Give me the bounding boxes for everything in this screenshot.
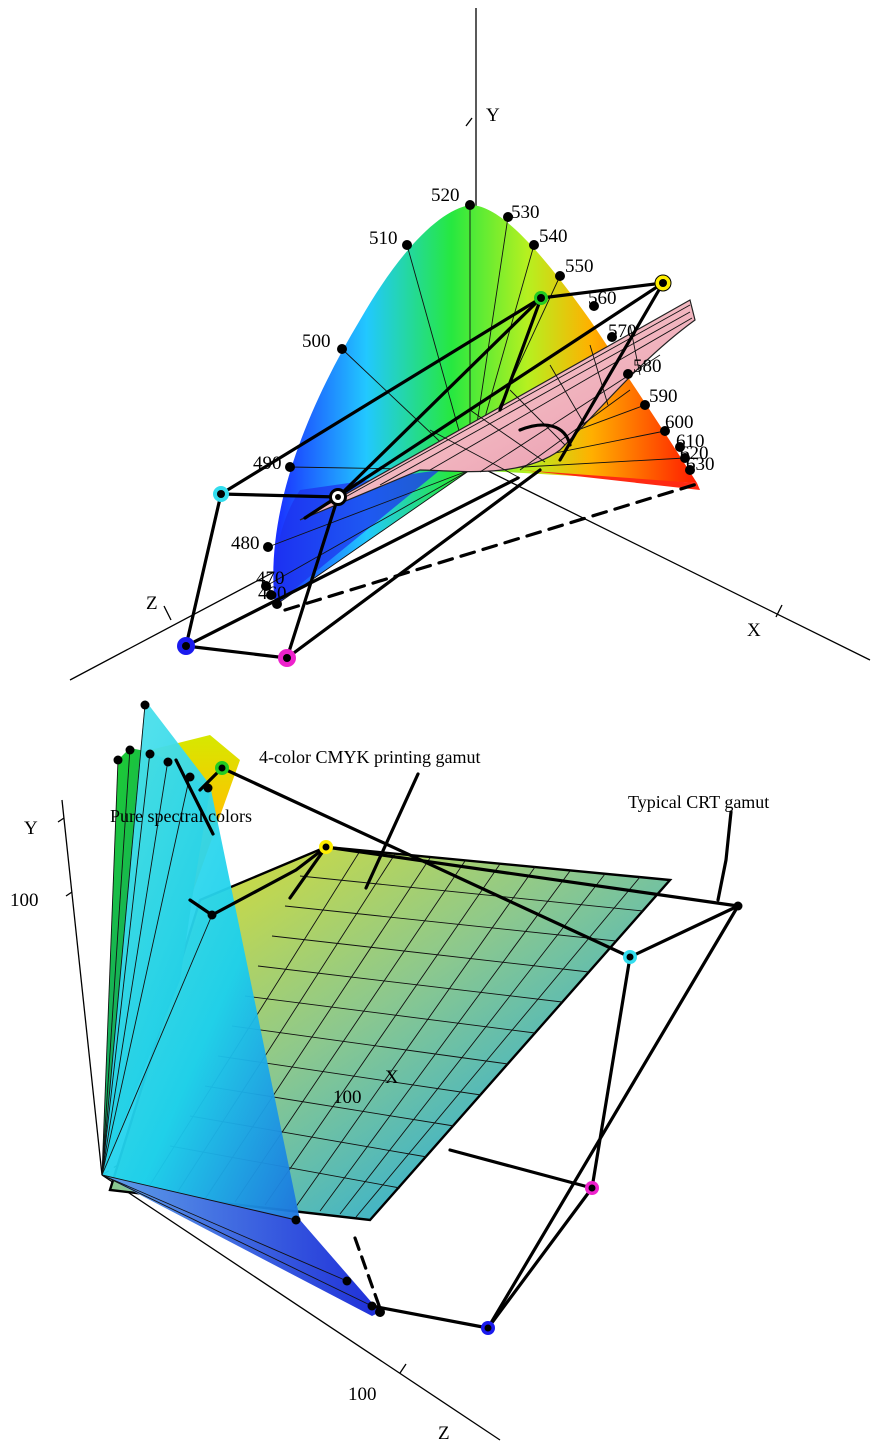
spectral-cyan-face: [102, 700, 350, 1280]
blue-primary-center: [182, 642, 190, 650]
wl-label-520: 520: [431, 185, 460, 206]
wl-label-490: 490: [253, 453, 282, 474]
b-y-axis-tick-a: [57, 817, 65, 823]
green-primary-center: [537, 294, 545, 302]
wl-label-610: 610: [676, 431, 705, 452]
top-x-axis-label: X: [747, 620, 761, 641]
cmyk-surface-mesh-top: [339, 304, 693, 501]
wl-label-600: 600: [665, 412, 694, 433]
spectral-leader-line: [174, 758, 215, 836]
wl-label-620: 620: [680, 443, 709, 464]
wl-label-560: 560: [588, 288, 617, 309]
top-y-axis-label: Y: [486, 105, 500, 126]
b-blue-primary-center: [484, 1324, 492, 1332]
x-axis-line: [475, 464, 871, 661]
top-view: Y Z X 460 470 480 490 500 510 520 530 54…: [69, 8, 871, 681]
magenta-primary-center: [283, 654, 291, 662]
crt-gamut-box-bottom: [188, 766, 740, 1330]
b-magenta-primary-center: [588, 1184, 596, 1192]
b-green-primary-center: [218, 764, 226, 772]
spectral-dots: [261, 200, 695, 609]
b-cyan-primary-center: [626, 953, 634, 961]
b-z-axis-line: [101, 1174, 501, 1441]
wl-label-460: 460: [258, 583, 287, 604]
wl-label-580: 580: [633, 356, 662, 377]
b-dashed-line: [353, 1236, 384, 1316]
b-spectral-dots: [113, 700, 743, 1317]
white-point-center: [335, 494, 341, 500]
top-z-axis-label: Z: [146, 593, 158, 614]
b-spectral-rulings: [101, 704, 373, 1307]
wl-label-570: 570: [608, 321, 637, 342]
b-x-axis-label: X: [385, 1067, 399, 1088]
wl-label-500: 500: [302, 331, 331, 352]
wl-label-630: 630: [686, 454, 715, 475]
wl-label-590: 590: [649, 386, 678, 407]
cmyk-leader-line: [364, 772, 420, 890]
wl-label-510: 510: [369, 228, 398, 249]
wl-label-530: 530: [511, 202, 540, 223]
b-y-axis-tick-b: [65, 891, 73, 897]
spectral-blue-face: [102, 1175, 380, 1316]
b-y-axis-line: [61, 799, 103, 1176]
wl-label-480: 480: [231, 533, 260, 554]
yellow-primary-center: [659, 279, 667, 287]
b-x-tick-label: 100: [333, 1087, 362, 1108]
x-axis-tick: [775, 604, 783, 618]
cmyk-surface-top: [299, 299, 696, 521]
b-z-axis-label: Z: [438, 1423, 450, 1442]
y-axis-tick: [465, 117, 473, 127]
wl-label-550: 550: [565, 256, 594, 277]
wl-label-540: 540: [539, 226, 568, 247]
cyan-primary-center: [217, 490, 225, 498]
b-yellow-primary-center: [322, 843, 330, 851]
z-axis-tick: [163, 605, 172, 621]
b-z-tick-label: 100: [348, 1384, 377, 1405]
cmyk-annotation: 4-color CMYK printing gamut: [259, 747, 480, 767]
b-y-tick-label: 100: [10, 890, 39, 911]
crt-leader-line: [716, 810, 733, 902]
wl-label-470: 470: [256, 568, 285, 589]
cmyk-inner-curve: [518, 423, 572, 447]
crt-gamut-box-top: [184, 281, 699, 660]
crt-annotation: Typical CRT gamut: [628, 792, 769, 812]
spectral-annotation: Pure spectral colors: [110, 806, 252, 826]
b-y-axis-label: Y: [24, 818, 38, 839]
bottom-view: 4-color CMYK printing gamut Pure spectra…: [10, 700, 769, 1442]
b-z-axis-tick: [399, 1363, 407, 1374]
dashed-purple-line: [283, 482, 699, 612]
